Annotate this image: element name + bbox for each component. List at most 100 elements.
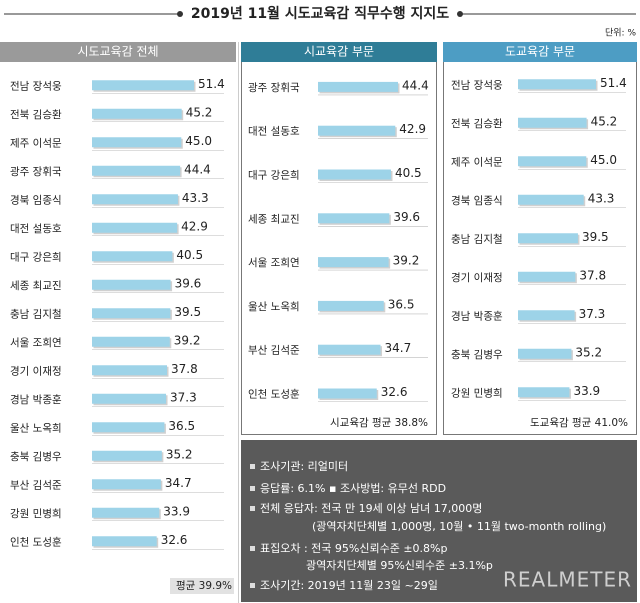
bar	[518, 310, 575, 321]
bar	[92, 336, 170, 347]
note: 조사기관: 리얼미터	[260, 459, 348, 473]
bullet	[250, 486, 255, 491]
category-label: 경기 이재정	[451, 271, 503, 284]
note: 표집오차 : 전국 95%신뢰수준 ±0.8%p	[260, 542, 448, 555]
bar	[318, 257, 389, 268]
bar	[518, 348, 572, 359]
panel-header	[241, 42, 437, 62]
category-label: 전남 장석웅	[451, 79, 503, 91]
bar	[92, 422, 165, 433]
bar	[92, 194, 178, 205]
category-label: 광주 장휘국	[248, 82, 300, 94]
category-label: 충남 김지철	[451, 233, 503, 245]
value-label: 39.2	[174, 333, 201, 347]
value-label: 40.5	[176, 248, 203, 262]
value-label: 32.6	[381, 385, 408, 399]
value-label: 44.4	[184, 162, 211, 176]
category-label: 세종 최교진	[248, 213, 300, 225]
note: (광역자치단체별 1,000명, 10월 • 11월 two-month rol…	[312, 520, 606, 533]
category-label: 울산 노옥희	[248, 301, 300, 313]
bar	[92, 365, 168, 376]
bar	[318, 388, 377, 399]
category-label: 세종 최교진	[10, 280, 62, 292]
title: 2019년 11월 시도교육감 직무수행 지지도	[191, 5, 449, 22]
bar	[318, 169, 391, 180]
category-label: 경북 임종식	[451, 194, 503, 207]
category-label: 부산 김석준	[248, 345, 300, 357]
average-label: 평균 39.9%	[176, 580, 232, 592]
panel-title: 시도교육감 전체	[77, 45, 158, 59]
panel-header	[0, 42, 236, 62]
value-label: 42.9	[181, 219, 208, 233]
value-label: 39.6	[393, 210, 420, 224]
bullet	[250, 546, 255, 551]
bar	[318, 125, 396, 136]
note: 조사기간: 2019년 11월 23일 ~29일	[260, 578, 438, 592]
category-label: 경기 이재정	[10, 364, 62, 377]
bar	[92, 108, 182, 119]
bar	[92, 450, 162, 461]
panel-frame	[241, 42, 437, 435]
bar	[318, 213, 390, 224]
value-label: 45.0	[185, 134, 212, 148]
value-label: 37.3	[579, 307, 606, 321]
category-label: 강원 민병희	[10, 508, 62, 520]
value-label: 51.4	[198, 77, 225, 91]
bar	[518, 194, 584, 205]
title-dot	[457, 11, 463, 17]
category-label: 울산 노옥희	[10, 422, 62, 434]
bar	[518, 233, 578, 244]
value-label: 43.3	[588, 191, 615, 205]
category-label: 대구 강은희	[10, 251, 62, 263]
category-label: 대구 강은희	[248, 170, 300, 182]
value-label: 40.5	[395, 166, 422, 180]
bar	[92, 222, 178, 233]
category-label: 전북 김승환	[451, 118, 503, 130]
value-label: 36.5	[388, 297, 415, 311]
category-label: 충북 김병우	[10, 451, 62, 463]
bar	[92, 251, 173, 262]
value-label: 35.2	[575, 345, 602, 359]
bar	[92, 279, 171, 290]
value-label: 42.9	[399, 122, 426, 136]
bar	[318, 81, 398, 92]
value-label: 33.9	[163, 504, 190, 518]
category-label: 충북 김병우	[451, 349, 503, 361]
logo: REALMETER	[503, 568, 632, 592]
bar	[318, 344, 381, 355]
value-label: 44.4	[402, 78, 429, 92]
category-label: 서울 조희연	[248, 257, 300, 269]
value-label: 36.5	[168, 419, 195, 433]
bar	[92, 165, 181, 176]
panel-title: 시교육감 부문	[304, 45, 374, 59]
value-label: 37.3	[170, 390, 197, 404]
category-label: 충남 김지철	[10, 308, 62, 320]
bar	[92, 393, 167, 404]
value-label: 39.5	[582, 230, 609, 244]
category-label: 제주 이석문	[10, 137, 62, 149]
category-label: 전북 김승환	[10, 109, 62, 121]
panel-title: 도교육감 부문	[505, 45, 575, 59]
category-label: 대전 설동호	[248, 126, 300, 138]
category-label: 인천 도성훈	[10, 535, 62, 548]
value-label: 45.2	[591, 114, 618, 128]
value-label: 43.3	[182, 191, 209, 205]
category-label: 서울 조희연	[10, 337, 62, 349]
value-label: 39.2	[393, 254, 420, 268]
value-label: 35.2	[166, 447, 193, 461]
bullet	[250, 506, 255, 511]
average-label: 도교육감 평균 41.0%	[530, 417, 628, 429]
category-label: 광주 장휘국	[10, 166, 62, 178]
category-label: 제주 이석문	[451, 156, 503, 168]
category-label: 부산 김석준	[10, 479, 62, 491]
title-dot	[177, 11, 183, 17]
average-label: 시교육감 평균 38.8%	[330, 417, 428, 429]
notes: 조사기관: 리얼미터 응답률: 6.1% ▪ 조사방법: 유무선 RDD 전체 …	[250, 459, 606, 592]
unit: 단위: %	[605, 28, 636, 39]
category-label: 전남 장석웅	[10, 80, 62, 92]
bar	[92, 479, 161, 490]
value-label: 39.6	[175, 276, 202, 290]
value-label: 37.8	[579, 268, 606, 282]
bar	[92, 308, 171, 319]
note: 응답률: 6.1% ▪ 조사방법: 유무선 RDD	[260, 482, 446, 495]
